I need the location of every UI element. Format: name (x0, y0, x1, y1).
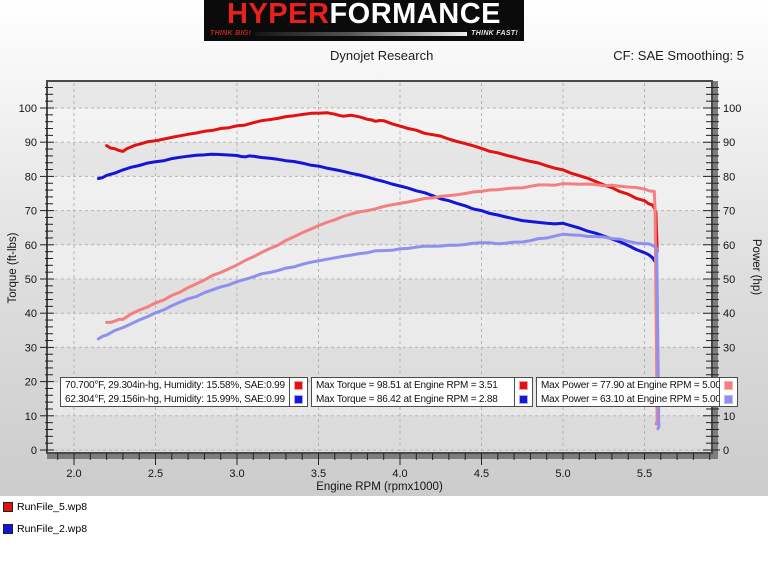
svg-text:30: 30 (723, 342, 735, 354)
run-file-item-1[interactable]: RunFile_5.wp8 (3, 500, 87, 514)
svg-text:30: 30 (25, 342, 37, 354)
logo-tagline: THINK BIG! THINK FAST! (204, 29, 524, 41)
svg-text:70: 70 (723, 206, 735, 218)
hyperformance-logo: HYPER FORMANCE THINK BIG! THINK FAST! (204, 0, 524, 41)
legend-weather-box[interactable]: 70.700°F, 29.304in-hg, Humidity: 15.58%,… (60, 377, 308, 407)
logo-text-hyper: HYPER (227, 0, 330, 30)
legend-max-torque-box[interactable]: Max Torque = 98.51 at Engine RPM = 3.51 … (311, 377, 533, 407)
svg-text:Torque (ft-lbs): Torque (ft-lbs) (7, 232, 19, 303)
svg-text:50: 50 (723, 274, 735, 286)
logo-tagline-left: THINK BIG! (210, 30, 252, 37)
svg-text:2.0: 2.0 (66, 468, 81, 480)
smoothing-setting-label[interactable]: CF: SAE Smoothing: 5 (613, 48, 744, 63)
run-file-1-label: RunFile_5.wp8 (17, 501, 88, 513)
svg-text:50: 50 (25, 274, 37, 286)
svg-text:10: 10 (723, 411, 735, 423)
svg-text:4.0: 4.0 (392, 468, 407, 480)
logo-tagline-bar (255, 31, 468, 36)
svg-text:2.5: 2.5 (148, 468, 163, 480)
svg-text:5.5: 5.5 (637, 468, 652, 480)
legend-max-power-run1: Max Power = 77.90 at Engine RPM = 5.00 (541, 379, 719, 391)
svg-text:80: 80 (723, 171, 735, 183)
svg-text:90: 90 (723, 137, 735, 149)
svg-text:3.5: 3.5 (311, 468, 326, 480)
run-file-item-2[interactable]: RunFile_2.wp8 (3, 522, 87, 536)
run-file-2-color-swatch (3, 524, 13, 534)
svg-text:60: 60 (723, 240, 735, 252)
run1-color-swatch (294, 380, 303, 390)
legend-max-torque-run1: Max Torque = 98.51 at Engine RPM = 3.51 (316, 379, 498, 391)
svg-text:80: 80 (25, 171, 37, 183)
svg-text:0: 0 (31, 445, 37, 457)
svg-text:40: 40 (723, 308, 735, 320)
svg-text:100: 100 (19, 103, 37, 115)
run1-power-swatch (724, 380, 733, 390)
svg-text:0: 0 (723, 445, 729, 457)
svg-text:Power (hp): Power (hp) (750, 239, 762, 295)
legend-weather-run2: 62.304°F, 29.156in-hg, Humidity: 15.99%,… (65, 393, 285, 405)
run1-torque-swatch (519, 380, 528, 390)
svg-text:4.5: 4.5 (474, 468, 489, 480)
svg-text:3.0: 3.0 (229, 468, 244, 480)
run-file-list: RunFile_5.wp8 RunFile_2.wp8 (0, 496, 768, 581)
run-file-2-label: RunFile_2.wp8 (17, 523, 88, 535)
legend-max-power-run2: Max Power = 63.10 at Engine RPM = 5.00 (541, 393, 719, 405)
legend-max-power-box[interactable]: Max Power = 77.90 at Engine RPM = 5.00 M… (536, 377, 738, 407)
run2-torque-swatch (519, 394, 528, 404)
run2-power-swatch (724, 394, 733, 404)
logo-text-formance: FORMANCE (329, 0, 501, 30)
svg-text:10: 10 (25, 411, 37, 423)
svg-text:20: 20 (25, 377, 37, 389)
run-file-1-color-swatch (3, 502, 13, 512)
svg-text:60: 60 (25, 240, 37, 252)
svg-text:90: 90 (25, 137, 37, 149)
svg-text:5.0: 5.0 (555, 468, 570, 480)
svg-text:70: 70 (25, 206, 37, 218)
svg-text:Engine RPM (rpmx1000): Engine RPM (rpmx1000) (316, 481, 443, 493)
svg-text:100: 100 (723, 103, 741, 115)
legend-weather-run1: 70.700°F, 29.304in-hg, Humidity: 15.58%,… (65, 379, 285, 391)
run2-color-swatch (294, 394, 303, 404)
logo-wordmark: HYPER FORMANCE (204, 0, 524, 29)
dyno-chart: 0010102020303040405050606070708080909010… (7, 80, 762, 493)
svg-text:40: 40 (25, 308, 37, 320)
logo-tagline-right: THINK FAST! (471, 30, 518, 37)
legend-max-torque-run2: Max Torque = 86.42 at Engine RPM = 2.88 (316, 393, 498, 405)
chart-title: Dynojet Research (330, 48, 434, 63)
